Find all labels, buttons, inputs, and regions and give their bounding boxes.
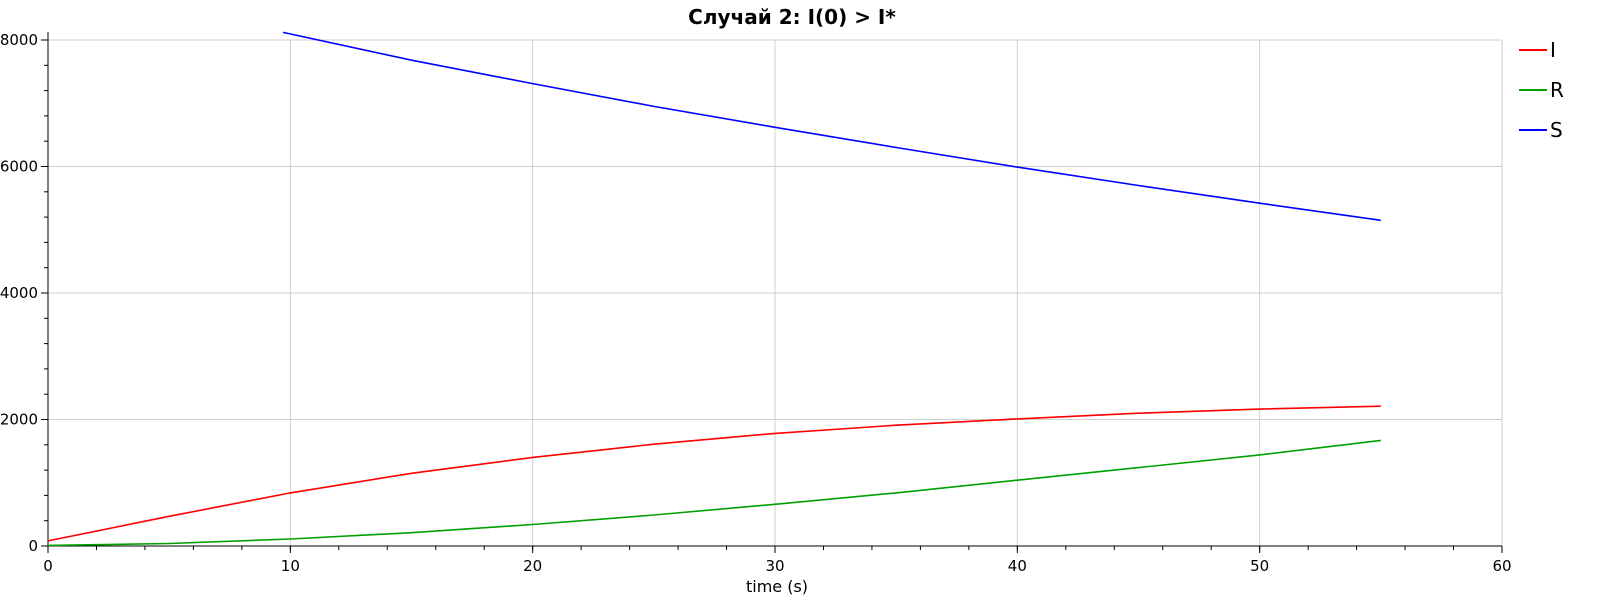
legend-item-i[interactable]: I (1519, 38, 1556, 62)
data-point-r (289, 538, 291, 540)
data-point-s (411, 59, 413, 61)
data-point-r (47, 544, 49, 546)
y-tick-label: 8000 (0, 31, 38, 49)
axes: 0 10 20 30 40 50 60 0 2000 4000 6000 8000 (0, 31, 1512, 575)
data-point-s (1016, 166, 1018, 168)
data-point-i (47, 540, 49, 542)
data-point-i (1138, 412, 1140, 414)
data-point-s (895, 147, 897, 149)
x-axis-label: time (s) (746, 577, 808, 596)
x-tick-label: 10 (281, 557, 300, 575)
data-point-i (653, 443, 655, 445)
data-point-s (282, 31, 284, 33)
legend-label-i: I (1550, 38, 1556, 62)
data-point-s (653, 105, 655, 107)
data-point-s (532, 83, 534, 85)
data-point-i (1380, 405, 1382, 407)
data-point-s (1380, 219, 1382, 221)
data-point-r (532, 523, 534, 525)
data-point-r (1138, 467, 1140, 469)
data-point-i (774, 432, 776, 434)
series-line-r (47, 439, 1381, 547)
x-tick-label: 60 (1492, 557, 1511, 575)
data-point-s (774, 126, 776, 128)
data-point-r (1380, 439, 1382, 441)
y-tick-label: 6000 (0, 158, 38, 176)
legend-label-r: R (1550, 78, 1564, 102)
data-point-i (895, 424, 897, 426)
x-tick-label: 30 (765, 557, 784, 575)
legend-item-r[interactable]: R (1519, 78, 1564, 102)
y-tick-label: 2000 (0, 411, 38, 429)
legend[interactable]: IRS (1519, 38, 1564, 142)
data-point-r (895, 492, 897, 494)
series-group (47, 31, 1382, 547)
legend-label-s: S (1550, 118, 1563, 142)
x-tick-label: 40 (1008, 557, 1027, 575)
x-tick-label: 20 (523, 557, 542, 575)
data-point-r (653, 514, 655, 516)
x-tick-label: 0 (43, 557, 53, 575)
data-point-i (411, 472, 413, 474)
data-point-i (532, 456, 534, 458)
data-point-r (411, 532, 413, 534)
data-point-r (168, 542, 170, 544)
data-point-i (1016, 418, 1018, 420)
data-point-i (1259, 408, 1261, 410)
legend-item-s[interactable]: S (1519, 118, 1563, 142)
data-point-s (1138, 184, 1140, 186)
data-point-i (289, 492, 291, 494)
series-line-i (47, 405, 1381, 542)
series-line-s (282, 31, 1381, 222)
y-tick-label: 0 (28, 537, 38, 555)
data-point-i (168, 515, 170, 517)
data-point-r (1016, 479, 1018, 481)
y-tick-label: 4000 (0, 284, 38, 302)
x-tick-label: 50 (1250, 557, 1269, 575)
data-point-r (774, 503, 776, 505)
data-point-r (1259, 454, 1261, 456)
chart-title: Случай 2: I(0) > I* (688, 5, 896, 29)
grid (48, 39, 1503, 546)
data-point-s (1259, 202, 1261, 204)
